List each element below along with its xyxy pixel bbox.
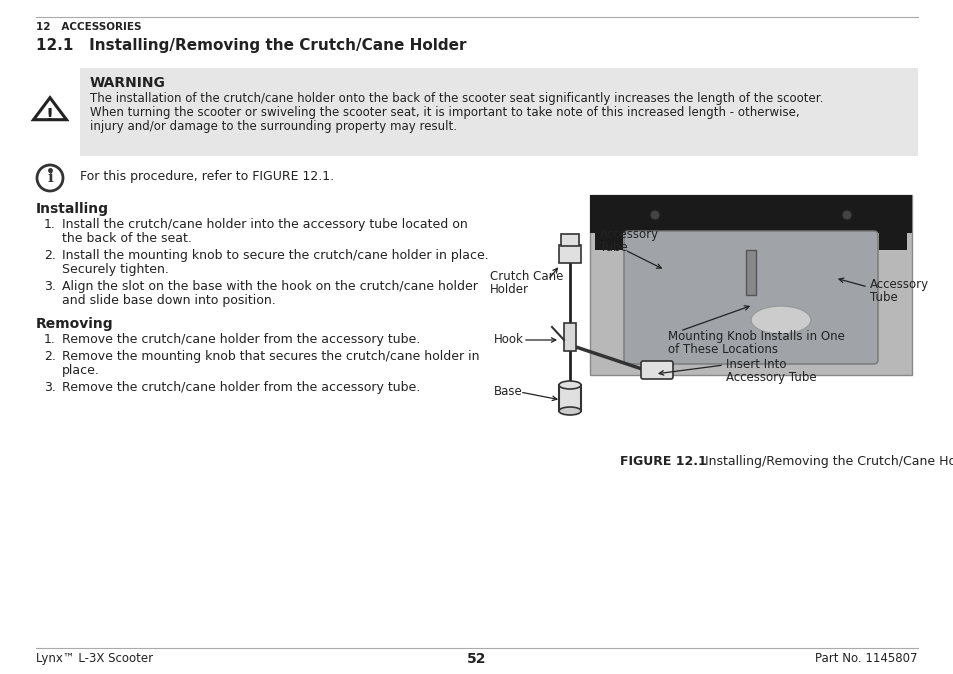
Text: Accessory: Accessory bbox=[869, 278, 928, 291]
Text: place.: place. bbox=[62, 364, 100, 377]
Circle shape bbox=[649, 210, 659, 220]
Text: Accessory: Accessory bbox=[599, 228, 659, 241]
Bar bbox=[560, 234, 578, 246]
Text: 3.: 3. bbox=[44, 280, 56, 293]
FancyBboxPatch shape bbox=[640, 361, 672, 379]
Text: Hook: Hook bbox=[494, 333, 523, 346]
Circle shape bbox=[841, 210, 851, 220]
FancyBboxPatch shape bbox=[623, 231, 877, 364]
Text: Installing/Removing the Crutch/Cane Holder: Installing/Removing the Crutch/Cane Hold… bbox=[692, 455, 953, 468]
Text: 12.1   Installing/Removing the Crutch/Cane Holder: 12.1 Installing/Removing the Crutch/Cane… bbox=[36, 38, 466, 53]
Text: Mounting Knob Installs in One: Mounting Knob Installs in One bbox=[667, 330, 844, 343]
Text: and slide base down into position.: and slide base down into position. bbox=[62, 294, 275, 307]
Bar bbox=[589, 195, 911, 233]
Text: Remove the crutch/cane holder from the accessory tube.: Remove the crutch/cane holder from the a… bbox=[62, 381, 420, 394]
Text: Insert Into: Insert Into bbox=[725, 358, 785, 371]
Text: WARNING: WARNING bbox=[90, 76, 166, 90]
Bar bbox=[595, 195, 622, 250]
Text: Installing: Installing bbox=[36, 202, 109, 216]
Bar bbox=[558, 245, 580, 263]
Text: 1.: 1. bbox=[44, 218, 56, 231]
Text: injury and/or damage to the surrounding property may result.: injury and/or damage to the surrounding … bbox=[90, 120, 456, 133]
Text: the back of the seat.: the back of the seat. bbox=[62, 232, 192, 245]
Bar bbox=[878, 195, 906, 250]
Text: Crutch Cane: Crutch Cane bbox=[490, 270, 563, 283]
Text: Install the crutch/cane holder into the accessory tube located on: Install the crutch/cane holder into the … bbox=[62, 218, 467, 231]
Ellipse shape bbox=[558, 381, 580, 389]
Bar bbox=[563, 323, 576, 351]
Text: Accessory Tube: Accessory Tube bbox=[725, 371, 816, 384]
Text: Align the slot on the base with the hook on the crutch/cane holder: Align the slot on the base with the hook… bbox=[62, 280, 477, 293]
Text: FIGURE 12.1: FIGURE 12.1 bbox=[619, 455, 706, 468]
Text: The installation of the crutch/cane holder onto the back of the scooter seat sig: The installation of the crutch/cane hold… bbox=[90, 92, 822, 105]
Text: of These Locations: of These Locations bbox=[667, 343, 778, 356]
Text: Part No. 1145807: Part No. 1145807 bbox=[815, 652, 917, 665]
Bar bbox=[745, 250, 755, 295]
Text: 3.: 3. bbox=[44, 381, 56, 394]
Bar bbox=[558, 385, 580, 411]
Text: 52: 52 bbox=[467, 652, 486, 666]
Text: !: ! bbox=[46, 107, 54, 125]
Text: For this procedure, refer to FIGURE 12.1.: For this procedure, refer to FIGURE 12.1… bbox=[80, 170, 334, 183]
Text: When turning the scooter or swiveling the scooter seat, it is important to take : When turning the scooter or swiveling th… bbox=[90, 106, 799, 119]
Text: Securely tighten.: Securely tighten. bbox=[62, 263, 169, 276]
FancyBboxPatch shape bbox=[80, 68, 917, 156]
Text: Holder: Holder bbox=[490, 283, 529, 296]
Text: Tube: Tube bbox=[869, 291, 897, 304]
Text: Removing: Removing bbox=[36, 317, 113, 331]
Text: 1.: 1. bbox=[44, 333, 56, 346]
Text: Remove the mounting knob that secures the crutch/cane holder in: Remove the mounting knob that secures th… bbox=[62, 350, 479, 363]
Text: Base: Base bbox=[494, 385, 522, 398]
Text: 2.: 2. bbox=[44, 350, 56, 363]
Bar bbox=[589, 195, 911, 375]
Text: i: i bbox=[47, 171, 52, 185]
Text: Remove the crutch/cane holder from the accessory tube.: Remove the crutch/cane holder from the a… bbox=[62, 333, 420, 346]
Ellipse shape bbox=[558, 407, 580, 415]
Text: Tube: Tube bbox=[599, 241, 627, 254]
Text: Lynx™ L-3X Scooter: Lynx™ L-3X Scooter bbox=[36, 652, 153, 665]
Text: 12   ACCESSORIES: 12 ACCESSORIES bbox=[36, 22, 141, 32]
Text: 2.: 2. bbox=[44, 249, 56, 262]
Text: Install the mounting knob to secure the crutch/cane holder in place.: Install the mounting knob to secure the … bbox=[62, 249, 488, 262]
Ellipse shape bbox=[750, 306, 810, 334]
